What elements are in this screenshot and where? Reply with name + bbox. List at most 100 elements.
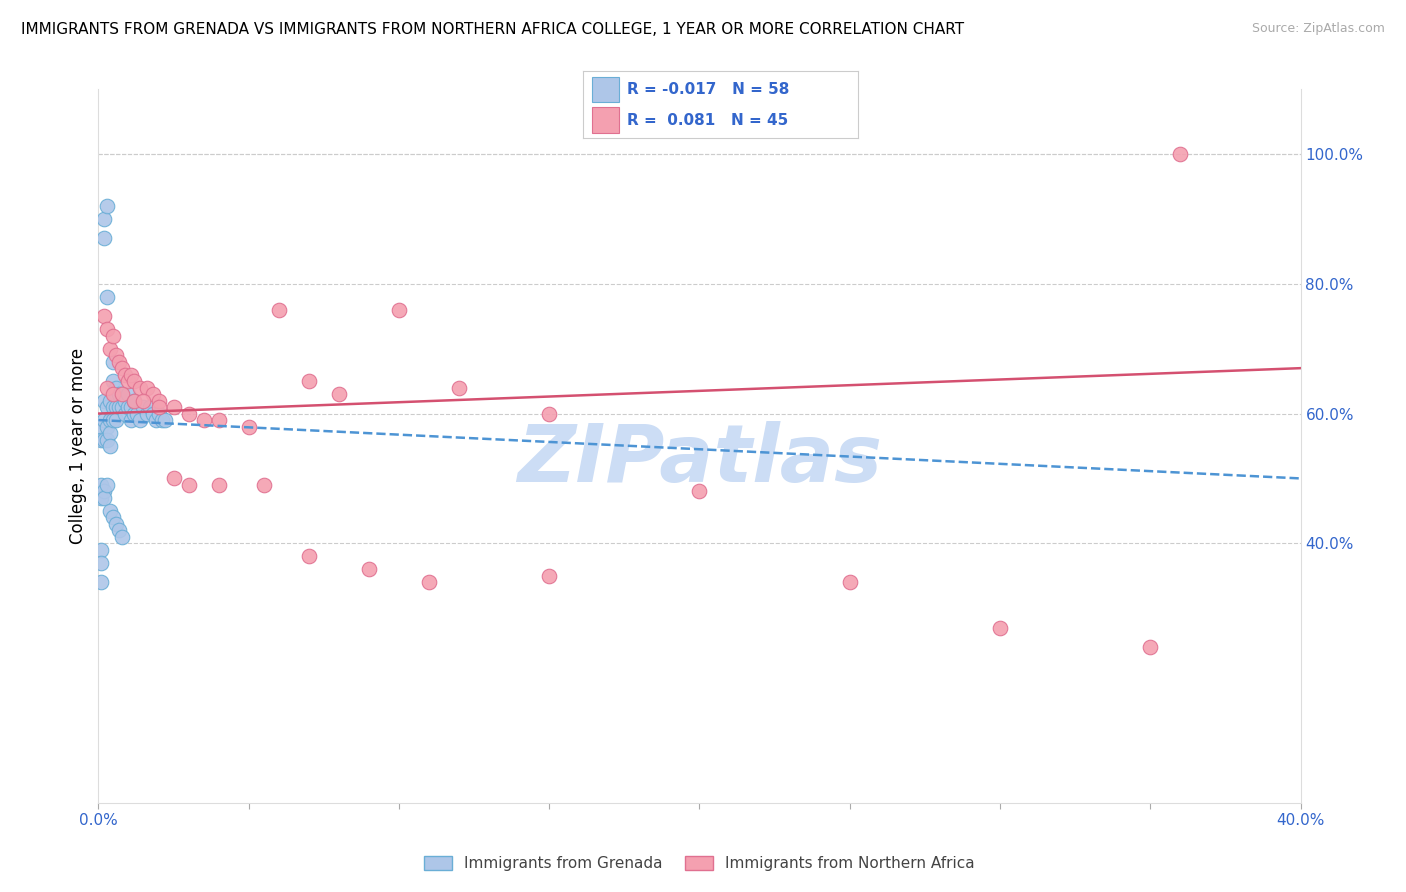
Point	[103, 374, 125, 388]
Bar	[592, 108, 619, 133]
Point	[124, 393, 146, 408]
Point	[105, 413, 128, 427]
Point	[90, 478, 112, 492]
Point	[96, 400, 118, 414]
Point	[298, 549, 321, 564]
Point	[1139, 640, 1161, 654]
Point	[93, 413, 115, 427]
Point	[447, 381, 470, 395]
Point	[138, 400, 160, 414]
Point	[90, 575, 112, 590]
Point	[105, 348, 128, 362]
Bar	[592, 77, 619, 103]
Point	[208, 413, 231, 427]
Point	[96, 433, 118, 447]
Point	[111, 387, 134, 401]
Point	[90, 542, 112, 557]
Point	[111, 400, 134, 414]
Point	[105, 516, 128, 531]
Point	[117, 387, 139, 401]
Point	[124, 374, 146, 388]
Point	[838, 575, 860, 590]
Point	[93, 310, 115, 324]
Point	[148, 400, 170, 414]
Point	[108, 387, 131, 401]
Point	[238, 419, 260, 434]
Point	[208, 478, 231, 492]
Point	[162, 471, 184, 485]
Point	[388, 302, 411, 317]
Point	[135, 407, 157, 421]
Point	[141, 407, 163, 421]
Point	[114, 407, 136, 421]
Point	[141, 387, 163, 401]
Point	[114, 368, 136, 382]
Point	[93, 484, 115, 499]
Point	[193, 413, 215, 427]
Point	[90, 491, 112, 505]
Point	[357, 562, 380, 576]
Point	[124, 393, 146, 408]
Point	[162, 400, 184, 414]
Point	[103, 510, 125, 524]
Point	[96, 381, 118, 395]
Point	[988, 621, 1011, 635]
Point	[111, 361, 134, 376]
Point	[177, 407, 200, 421]
Point	[267, 302, 290, 317]
Point	[103, 354, 125, 368]
Point	[100, 413, 122, 427]
Point	[100, 342, 122, 356]
Point	[298, 374, 321, 388]
Point	[121, 400, 143, 414]
Point	[121, 413, 143, 427]
Point	[96, 290, 118, 304]
Text: Source: ZipAtlas.com: Source: ZipAtlas.com	[1251, 22, 1385, 36]
Point	[538, 407, 561, 421]
Point	[121, 368, 143, 382]
Point	[108, 524, 131, 538]
Point	[90, 556, 112, 570]
Point	[111, 387, 134, 401]
Point	[132, 393, 155, 408]
Legend: Immigrants from Grenada, Immigrants from Northern Africa: Immigrants from Grenada, Immigrants from…	[418, 850, 981, 877]
Point	[127, 407, 149, 421]
Point	[117, 400, 139, 414]
Point	[150, 413, 173, 427]
Text: R =  0.081   N = 45: R = 0.081 N = 45	[627, 112, 789, 128]
Point	[93, 231, 115, 245]
Point	[114, 393, 136, 408]
Point	[100, 393, 122, 408]
Point	[103, 413, 125, 427]
Point	[103, 400, 125, 414]
Point	[96, 199, 118, 213]
Point	[90, 433, 112, 447]
Point	[93, 433, 115, 447]
Point	[253, 478, 276, 492]
Point	[105, 381, 128, 395]
Y-axis label: College, 1 year or more: College, 1 year or more	[69, 348, 87, 544]
Point	[135, 381, 157, 395]
Point	[90, 419, 112, 434]
Point	[132, 400, 155, 414]
Point	[1170, 147, 1192, 161]
Point	[538, 568, 561, 582]
Point	[100, 504, 122, 518]
Point	[129, 381, 152, 395]
Point	[153, 413, 176, 427]
Point	[418, 575, 440, 590]
Point	[111, 530, 134, 544]
Text: ZIPatlas: ZIPatlas	[517, 421, 882, 500]
Point	[328, 387, 350, 401]
Point	[103, 328, 125, 343]
Point	[93, 211, 115, 226]
Point	[100, 439, 122, 453]
Point	[148, 407, 170, 421]
Point	[96, 322, 118, 336]
Point	[129, 413, 152, 427]
Point	[93, 393, 115, 408]
Point	[96, 478, 118, 492]
Point	[124, 407, 146, 421]
Point	[108, 354, 131, 368]
Point	[148, 393, 170, 408]
